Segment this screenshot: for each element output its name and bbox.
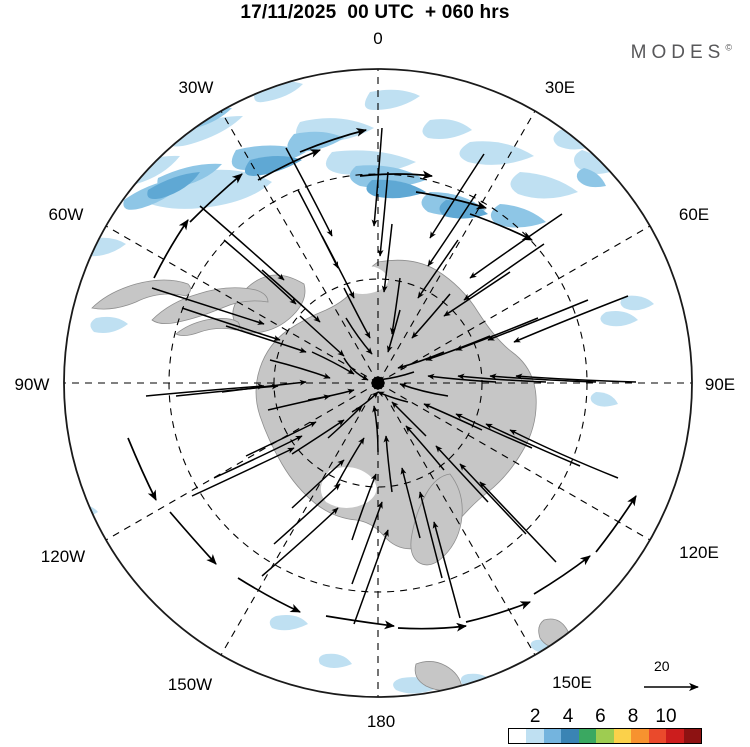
- colorbar-cell-9: [666, 729, 684, 743]
- colorbar-tick-8: 8: [627, 706, 639, 727]
- modes-logo-text: MODES: [630, 42, 726, 63]
- wind-vector-strong-band: [127, 128, 637, 632]
- lon-label-60W: 60W: [49, 205, 84, 224]
- lon-label-90E: 90E: [705, 375, 735, 394]
- colorbar-tick-10: 10: [655, 706, 677, 727]
- lon-label-60E: 60E: [679, 205, 709, 224]
- colorbar-cell-5: [596, 729, 614, 743]
- vector-scale-legend: 20: [640, 658, 740, 696]
- vector-scale-arrow-icon: [644, 682, 699, 692]
- parallel-circles: [168, 173, 588, 593]
- lon-label-30W: 30W: [179, 78, 214, 97]
- colorbar-cell-0: [509, 729, 527, 743]
- colorbar-cell-4: [578, 729, 597, 743]
- colorbar-cell-3: [561, 729, 579, 743]
- colorbar-cell-10: [683, 729, 701, 743]
- lon-label-30E: 30E: [545, 78, 575, 97]
- colorbar-tick-2: 2: [529, 706, 541, 727]
- graticule: [64, 69, 692, 697]
- lon-label-120E: 120E: [679, 543, 719, 562]
- longitude-labels: 0 30E 60E 90E 120E 150E 180 150W 120W 90…: [15, 29, 736, 731]
- modes-logo: MODES©: [631, 42, 732, 64]
- colorbar-cell-1: [526, 729, 544, 743]
- shaded-precipitation-field: [67, 81, 654, 697]
- colorbar[interactable]: 2 4 6 8 10: [506, 706, 706, 746]
- lon-label-90W: 90W: [15, 375, 50, 394]
- lon-label-180: 180: [367, 712, 395, 731]
- copyright-icon: ©: [725, 42, 732, 53]
- lon-label-0: 0: [373, 29, 382, 48]
- lon-label-150E: 150E: [552, 673, 592, 692]
- colorbar-tick-6: 6: [595, 706, 606, 727]
- vector-scale-value: 20: [654, 658, 670, 674]
- colorbar-gradient-bar[interactable]: [508, 728, 702, 744]
- wind-vector-field: [145, 127, 637, 625]
- lon-label-150W: 150W: [168, 675, 212, 694]
- page-title: 17/11/2025 00 UTC + 060 hrs: [240, 2, 510, 23]
- meridian-lines: [64, 69, 692, 697]
- colorbar-cell-7: [631, 729, 649, 743]
- colorbar-tick-labels: 2 4 6 8 10: [506, 706, 706, 728]
- map-outer-boundary: [63, 68, 693, 698]
- south-pole-marker: [371, 376, 385, 390]
- colorbar-tick-4: 4: [562, 706, 574, 727]
- colorbar-cell-8: [648, 729, 667, 743]
- lon-label-120W: 120W: [41, 547, 85, 566]
- colorbar-cell-6: [613, 729, 632, 743]
- colorbar-cell-2: [543, 729, 562, 743]
